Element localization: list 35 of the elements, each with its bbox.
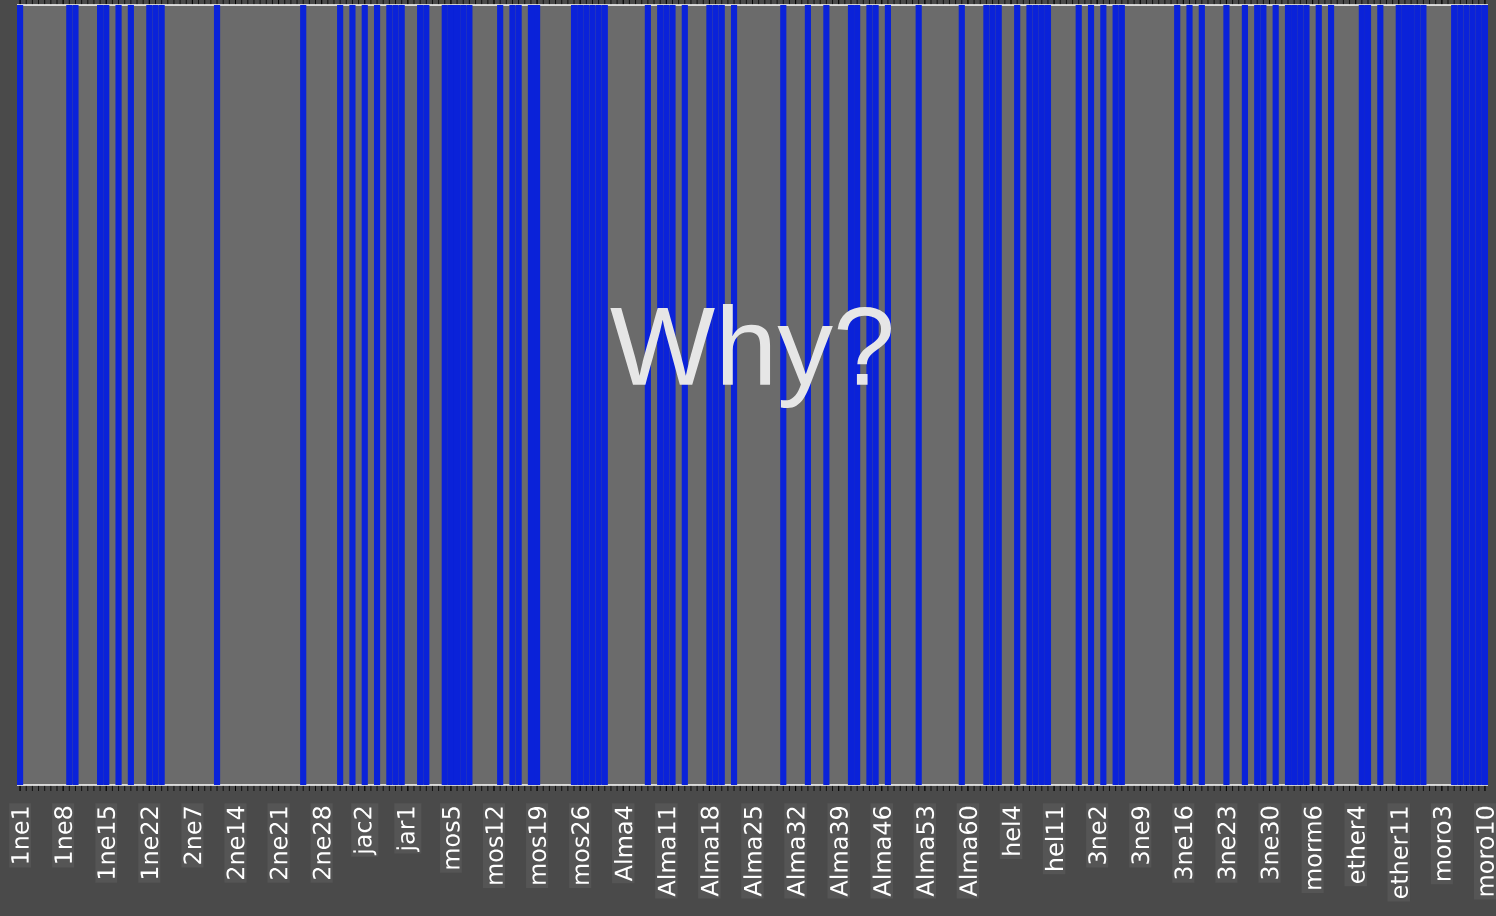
x-tick-label: Alma32 [786, 807, 805, 897]
x-tick-label: 3ne30 [1260, 806, 1279, 879]
x-tick-label: Alma18 [700, 806, 719, 897]
x-tick-label: 3ne23 [1217, 807, 1236, 879]
x-tick-label: mos5 [442, 807, 460, 869]
x-tick-label: hel4 [1001, 806, 1021, 855]
x-tick-label: 1ne8 [54, 806, 73, 863]
x-tick-label: jar1 [396, 807, 420, 852]
x-tick-label: 1ne1 [11, 807, 29, 863]
x-tick-label: Alma60 [958, 806, 978, 897]
x-tick-label: morm6 [1303, 806, 1322, 889]
x-tick-label: 2ne21 [269, 807, 288, 879]
x-tick-label: Alma11 [657, 807, 676, 897]
x-tick-label: mos19 [528, 806, 547, 884]
x-tick-label: jac2 [353, 807, 377, 856]
x-tick-label: Alma39 [829, 806, 848, 897]
x-tick-label: 1ne15 [97, 807, 116, 879]
x-tick-label: 1ne22 [140, 807, 159, 879]
x-tick-label: Alma53 [915, 807, 935, 897]
x-tick-label: 3ne2 [1088, 807, 1107, 864]
x-tick-label: 2ne7 [183, 807, 202, 864]
x-tick-label: Alma46 [872, 806, 892, 897]
x-tick-label: hel11 [1044, 807, 1064, 870]
x-tick-label: Alma4 [614, 806, 633, 882]
x-tick-label: 3ne9 [1131, 806, 1150, 864]
x-tick-label: moro10 [1475, 806, 1494, 896]
x-tick-label: 3ne16 [1174, 806, 1193, 879]
x-tick-label: 2ne28 [312, 806, 331, 879]
x-tick-label: moro3 [1432, 807, 1451, 881]
x-tick-label: mos12 [484, 807, 504, 884]
x-tick-label: mos26 [571, 806, 590, 884]
x-tick-label: Alma25 [743, 807, 762, 897]
x-tick-label: ether11 [1389, 807, 1409, 899]
x-tick-label: 2ne14 [226, 806, 245, 879]
x-tick-label: ether4 [1346, 806, 1365, 883]
